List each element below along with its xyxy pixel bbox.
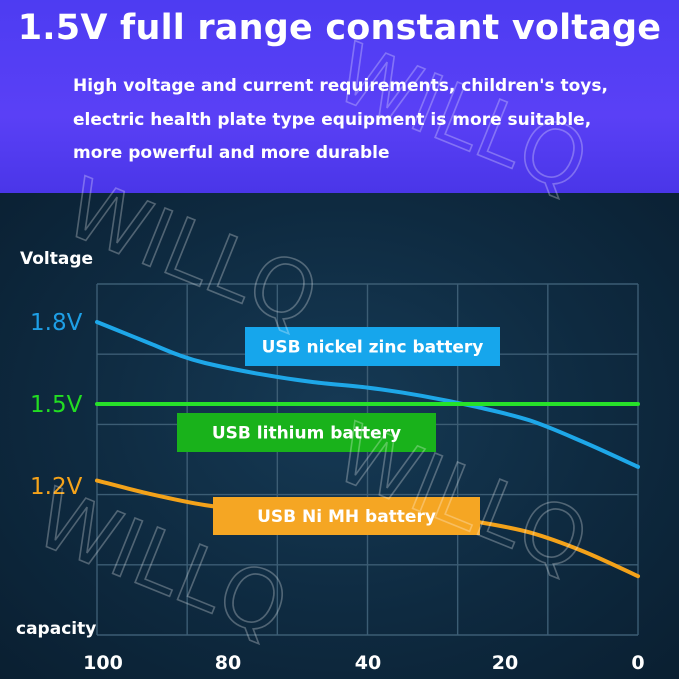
watermark-text-2: WILLQ bbox=[323, 25, 601, 211]
legend-label-0: USB nickel zinc battery bbox=[262, 338, 484, 358]
legend-label-1: USB lithium battery bbox=[212, 424, 401, 444]
x-tick-label: 80 bbox=[215, 652, 241, 674]
y-tick-label: 1.5V bbox=[30, 392, 83, 418]
x-tick-label: 100 bbox=[83, 652, 123, 674]
series-line-0 bbox=[95, 320, 640, 469]
y-tick-label: 1.8V bbox=[30, 310, 83, 336]
subtitle-line-2: electric health plate type equipment is … bbox=[73, 110, 592, 130]
x-tick-label: 0 bbox=[631, 652, 644, 674]
series-legends: USB nickel zinc battery USB lithium batte… bbox=[177, 327, 500, 535]
y-axis-label: Voltage bbox=[20, 249, 93, 269]
x-axis-label: capacity bbox=[16, 619, 96, 639]
x-tick-label: 40 bbox=[355, 652, 381, 674]
y-tick-labels: 1.8V 1.5V 1.2V bbox=[30, 310, 83, 500]
subtitle-line-1: High voltage and current requirements, c… bbox=[73, 76, 608, 96]
x-tick-labels: 100 80 40 20 0 bbox=[83, 652, 644, 674]
subtitle-line-3: more powerful and more durable bbox=[73, 143, 390, 163]
legend-box-1 bbox=[177, 413, 436, 452]
legend-box-2 bbox=[213, 497, 480, 535]
watermark-text-1: WILLQ bbox=[53, 160, 331, 346]
page-title: 1.5V full range constant voltage bbox=[17, 8, 662, 48]
legend-box-0 bbox=[245, 327, 500, 366]
y-tick-label: 1.2V bbox=[30, 474, 83, 500]
legend-label-2: USB Ni MH battery bbox=[257, 507, 436, 527]
header-banner: 1.5V full range constant voltage High vo… bbox=[0, 0, 679, 193]
x-tick-label: 20 bbox=[492, 652, 518, 674]
